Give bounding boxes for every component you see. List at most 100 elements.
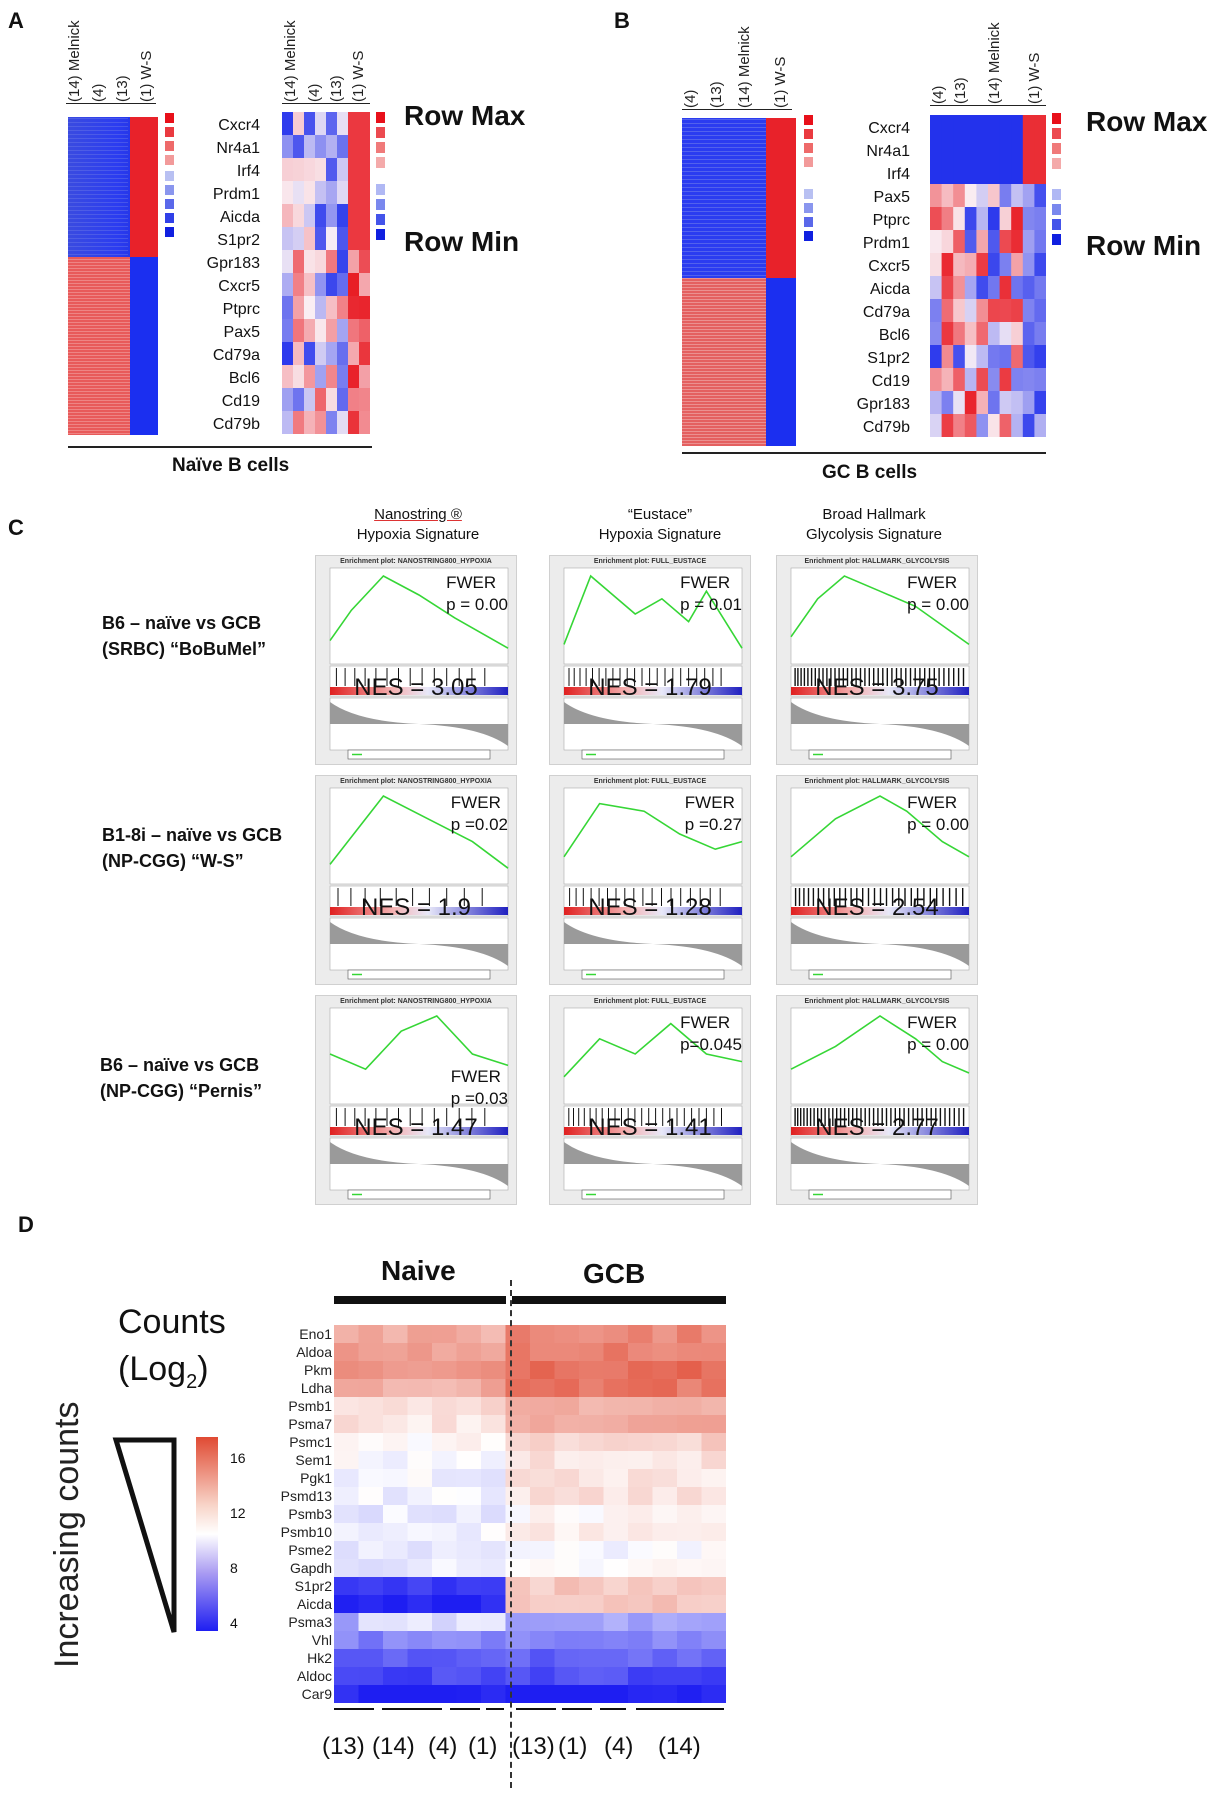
- heatmap-cell: [964, 322, 977, 346]
- heatmap-cell: [964, 184, 977, 208]
- b-gene: Bcl6: [878, 327, 910, 344]
- heatmap-cell: [359, 158, 370, 182]
- heatmap-cell: [432, 1487, 457, 1506]
- heatmap-cell: [383, 1469, 408, 1488]
- heatmap-cell: [348, 135, 360, 159]
- heatmap-cell: [334, 1343, 359, 1362]
- heatmap-cell: [407, 1685, 433, 1703]
- b-h2-header-rule: [930, 105, 1046, 106]
- heatmap-cell: [282, 296, 294, 320]
- heatmap-cell: [1011, 345, 1024, 369]
- gsea-plot-title: Enrichment plot: HALLMARK_GLYCOLYSIS: [804, 778, 950, 785]
- heatmap-cell: [348, 365, 360, 389]
- a-bulk-heatmap: [68, 117, 158, 435]
- heatmap-cell: [701, 1541, 726, 1560]
- heatmap-cell: [359, 388, 370, 412]
- heatmap-cell: [554, 1415, 580, 1434]
- heatmap-cell: [603, 1379, 629, 1398]
- heatmap-cell: [407, 1649, 433, 1668]
- heatmap-cell: [407, 1451, 433, 1470]
- gsea-plot: Enrichment plot: HALLMARK_GLYCOLYSIS FWER…: [776, 995, 978, 1205]
- heatmap-cell: [579, 1667, 604, 1686]
- heatmap-cell: [407, 1397, 433, 1416]
- heatmap-cell: [432, 1433, 457, 1452]
- heatmap-cell: [456, 1397, 482, 1416]
- heatmap-cell: [337, 319, 349, 343]
- heatmap-cell: [432, 1631, 457, 1650]
- fwer-label: FWER: [680, 573, 731, 592]
- heatmap-cell: [554, 1469, 580, 1488]
- heatmap-cell: [941, 207, 954, 231]
- heatmap-cell: [334, 1595, 359, 1614]
- heatmap-cell: [628, 1559, 653, 1578]
- heatmap-cell: [1011, 276, 1024, 300]
- nes-value: NES = 1.28: [588, 894, 712, 921]
- heatmap-cell: [407, 1505, 433, 1524]
- panel-label-d: D: [18, 1212, 34, 1237]
- heatmap-cell: [964, 161, 977, 185]
- heatmap-cell: [1011, 230, 1024, 254]
- heatmap-cell: [628, 1469, 653, 1488]
- heatmap-cell: [293, 388, 305, 412]
- heatmap-cell: [407, 1343, 433, 1362]
- naive-bar: [334, 1296, 506, 1304]
- heatmap-cell: [432, 1469, 457, 1488]
- heatmap-cell: [603, 1541, 629, 1560]
- heatmap-cell: [1022, 414, 1035, 437]
- heatmap-cell: [407, 1325, 433, 1344]
- heatmap-cell: [988, 322, 1001, 346]
- heatmap-cell: [315, 204, 327, 228]
- heatmap-cell: [315, 227, 327, 251]
- heatmap-cell: [337, 135, 349, 159]
- heatmap-cell: [407, 1415, 433, 1434]
- fwer-p-value: p =0.27: [684, 815, 742, 834]
- heatmap-cell: [383, 1379, 408, 1398]
- heatmap-cell: [337, 204, 349, 228]
- heatmap-cell: [326, 411, 338, 434]
- heatmap-cell: [988, 138, 1001, 162]
- heatmap-cell: [530, 1379, 555, 1398]
- b-caption: GC B cells: [822, 462, 918, 483]
- heatmap-cell: [701, 1667, 726, 1686]
- d-gene-list: Eno1 Aldoa Pkm Ldha Psmb1 Psma7 Psmc1 Se…: [258, 1325, 332, 1703]
- heatmap-cell: [530, 1631, 555, 1650]
- legend-log-sub: 2: [186, 1370, 198, 1393]
- heatmap-cell: [953, 207, 966, 231]
- signature-line1: Nanostring ®: [374, 506, 462, 523]
- heatmap-cell: [677, 1361, 702, 1380]
- heatmap-cell: [1034, 253, 1046, 277]
- heatmap-cell: [315, 365, 327, 389]
- heatmap-cell: [579, 1487, 604, 1506]
- fwer-label: FWER: [446, 573, 497, 592]
- heatmap-cell: [652, 1631, 678, 1650]
- group-naive: Naive: [381, 1255, 456, 1286]
- heatmap-cell: [334, 1685, 359, 1703]
- heatmap-cell: [456, 1325, 482, 1344]
- heatmap-cell: [677, 1379, 702, 1398]
- heatmap-cell: [677, 1505, 702, 1524]
- colorbar-tick: 4: [230, 1615, 238, 1631]
- heatmap-cell: [701, 1325, 726, 1344]
- heatmap-cell: [628, 1685, 653, 1703]
- heatmap-cell: [1022, 368, 1035, 392]
- gsea-plot-title: Enrichment plot: FULL_EUSTACE: [593, 998, 707, 1005]
- heatmap-cell: [334, 1631, 359, 1650]
- heatmap-cell: [293, 158, 305, 182]
- heatmap-cell: [348, 319, 360, 343]
- heatmap-cell: [579, 1397, 604, 1416]
- heatmap-cell: [358, 1325, 384, 1344]
- heatmap-cell: [554, 1541, 580, 1560]
- heatmap-cell: [988, 115, 1001, 139]
- heatmap-cell: [456, 1577, 482, 1596]
- heatmap-cell: [1034, 345, 1046, 369]
- heatmap-cell: [293, 181, 305, 205]
- heatmap-cell: [326, 250, 338, 274]
- heatmap-cell: [337, 250, 349, 274]
- gsea-plot: Enrichment plot: HALLMARK_GLYCOLYSIS FWER…: [776, 555, 978, 765]
- heatmap-cell: [407, 1487, 433, 1506]
- a-h2-col-0: (14) Melnick: [282, 20, 299, 102]
- heatmap-cell: [701, 1361, 726, 1380]
- heatmap-cell: [293, 112, 305, 136]
- fwer-stat: FWER p = 0.01: [680, 572, 742, 616]
- heatmap-cell: [293, 204, 305, 228]
